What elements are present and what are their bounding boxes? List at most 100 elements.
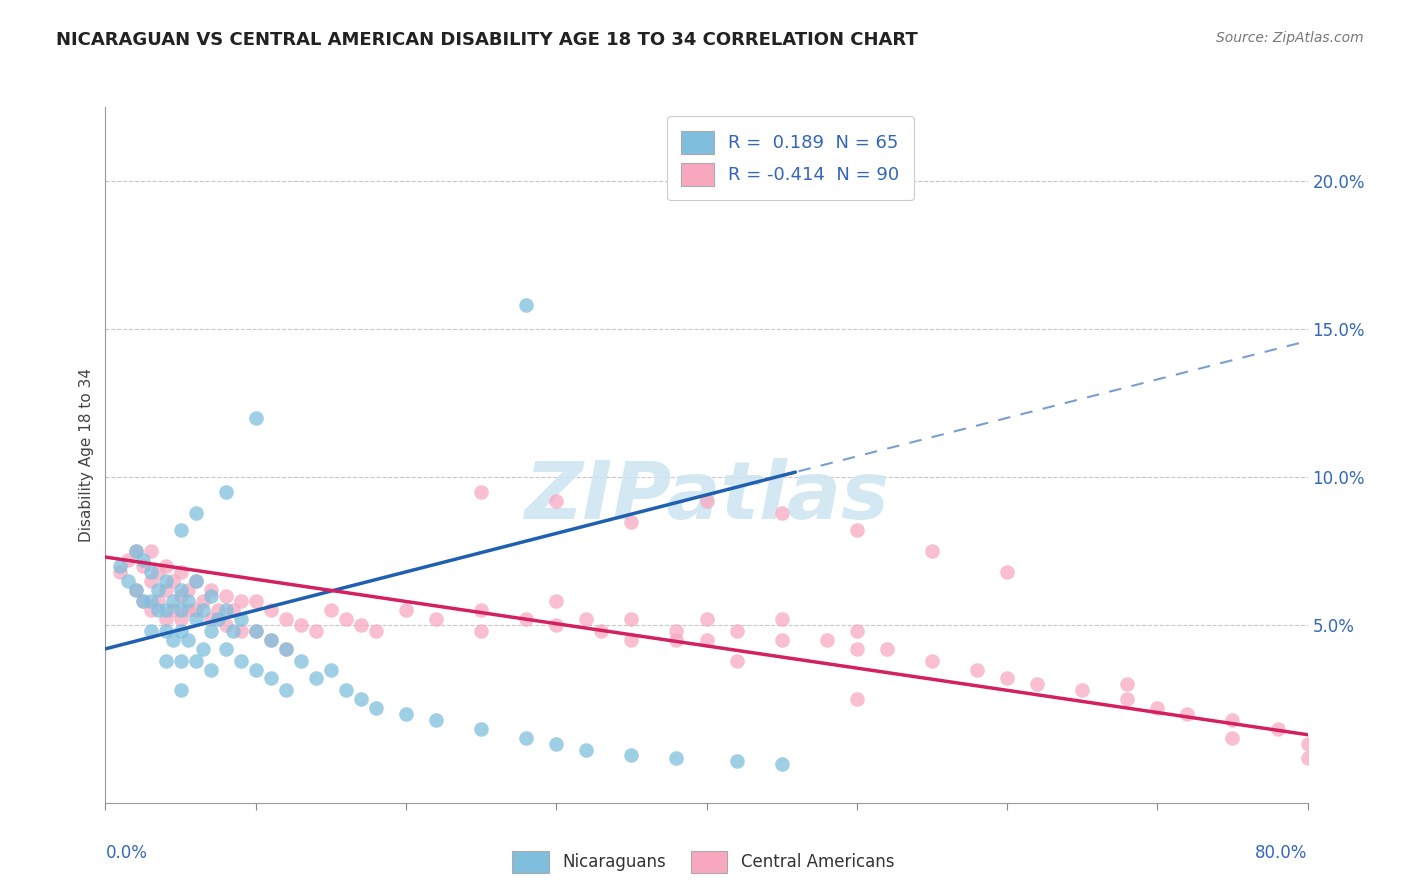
Point xyxy=(110,565,132,579)
Point xyxy=(425,612,447,626)
Point xyxy=(546,594,568,608)
Point xyxy=(245,663,267,677)
Point xyxy=(620,515,643,529)
Point xyxy=(214,484,236,499)
Point xyxy=(770,506,793,520)
Point xyxy=(620,612,643,626)
Point xyxy=(546,618,568,632)
Point xyxy=(1146,701,1168,715)
Point xyxy=(124,582,146,597)
Point xyxy=(921,544,943,558)
Point xyxy=(184,603,207,617)
Point xyxy=(620,632,643,647)
Point xyxy=(350,618,373,632)
Point xyxy=(214,603,236,617)
Point xyxy=(155,582,177,597)
Point xyxy=(146,603,169,617)
Point xyxy=(364,624,387,638)
Point xyxy=(245,594,267,608)
Point xyxy=(260,632,283,647)
Point xyxy=(169,683,191,698)
Point xyxy=(177,594,200,608)
Point xyxy=(665,632,688,647)
Point xyxy=(725,624,748,638)
Point xyxy=(200,624,222,638)
Point xyxy=(155,574,177,588)
Point xyxy=(117,553,139,567)
Point xyxy=(305,624,328,638)
Point xyxy=(146,565,169,579)
Point xyxy=(191,641,214,656)
Point xyxy=(696,612,718,626)
Point xyxy=(169,603,191,617)
Point xyxy=(1175,706,1198,721)
Point xyxy=(1222,731,1244,745)
Point xyxy=(876,641,898,656)
Point xyxy=(1026,677,1049,691)
Point xyxy=(200,589,222,603)
Point xyxy=(290,654,312,668)
Point xyxy=(364,701,387,715)
Point xyxy=(470,722,492,736)
Point xyxy=(725,755,748,769)
Point xyxy=(155,624,177,638)
Point xyxy=(177,632,200,647)
Point xyxy=(335,612,357,626)
Point xyxy=(546,493,568,508)
Point xyxy=(162,603,184,617)
Point xyxy=(319,663,342,677)
Point xyxy=(245,411,267,425)
Point xyxy=(290,618,312,632)
Point xyxy=(696,493,718,508)
Point xyxy=(132,553,155,567)
Point xyxy=(696,632,718,647)
Point xyxy=(229,594,252,608)
Point xyxy=(1116,692,1139,706)
Point xyxy=(200,663,222,677)
Point xyxy=(124,544,146,558)
Point xyxy=(725,654,748,668)
Point xyxy=(1222,713,1244,727)
Point xyxy=(575,612,598,626)
Point xyxy=(146,594,169,608)
Point xyxy=(1267,722,1289,736)
Point xyxy=(515,612,537,626)
Point xyxy=(815,632,838,647)
Point xyxy=(274,641,297,656)
Point xyxy=(184,654,207,668)
Text: 80.0%: 80.0% xyxy=(1256,844,1308,863)
Point xyxy=(845,524,868,538)
Point xyxy=(966,663,988,677)
Point xyxy=(169,589,191,603)
Point xyxy=(132,558,155,573)
Point xyxy=(319,603,342,617)
Point xyxy=(177,603,200,617)
Point xyxy=(222,624,245,638)
Point xyxy=(207,603,229,617)
Point xyxy=(260,603,283,617)
Point xyxy=(146,582,169,597)
Point xyxy=(845,692,868,706)
Point xyxy=(274,683,297,698)
Text: 0.0%: 0.0% xyxy=(105,844,148,863)
Point xyxy=(229,624,252,638)
Point xyxy=(1116,677,1139,691)
Point xyxy=(470,603,492,617)
Point xyxy=(229,654,252,668)
Point xyxy=(470,624,492,638)
Point xyxy=(1296,737,1319,751)
Point xyxy=(169,624,191,638)
Point xyxy=(162,632,184,647)
Point xyxy=(169,582,191,597)
Point xyxy=(260,632,283,647)
Point xyxy=(184,574,207,588)
Point xyxy=(921,654,943,668)
Point xyxy=(139,594,162,608)
Point xyxy=(139,544,162,558)
Point xyxy=(395,603,418,617)
Point xyxy=(132,594,155,608)
Point xyxy=(191,594,214,608)
Point xyxy=(139,603,162,617)
Point xyxy=(665,751,688,765)
Point xyxy=(162,574,184,588)
